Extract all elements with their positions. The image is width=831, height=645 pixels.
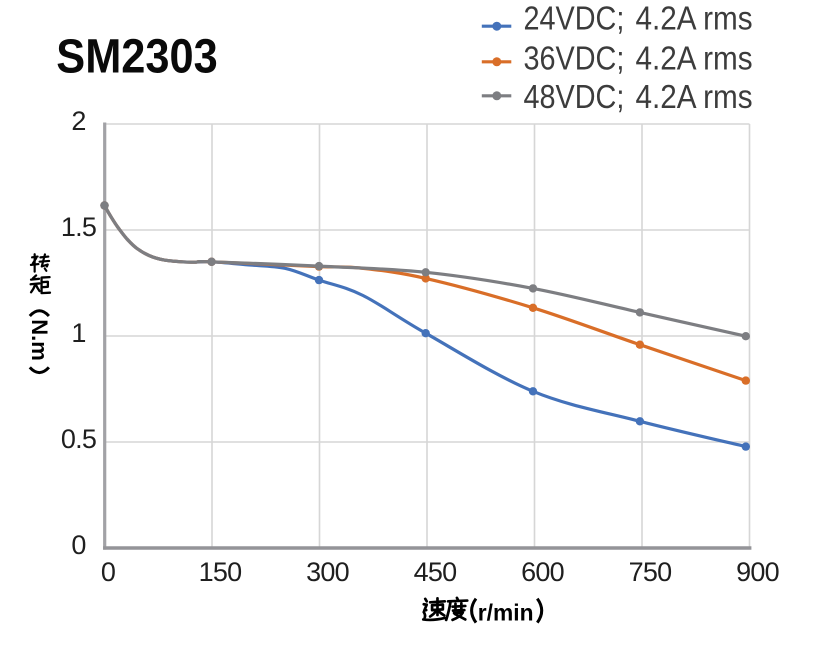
svg-text:750: 750 <box>629 557 672 587</box>
svg-text:24VDC;: 24VDC; <box>524 0 625 37</box>
svg-text:4.2A rms: 4.2A rms <box>636 0 753 37</box>
svg-text:4.2A rms: 4.2A rms <box>636 40 753 77</box>
svg-text:r/min: r/min <box>478 599 534 625</box>
svg-text:4.2A rms: 4.2A rms <box>636 79 753 116</box>
svg-text:2: 2 <box>71 106 85 136</box>
svg-text:0.5: 0.5 <box>61 424 96 454</box>
svg-text:0: 0 <box>71 530 85 560</box>
svg-text:36VDC;: 36VDC; <box>524 39 625 76</box>
svg-text:150: 150 <box>199 557 242 587</box>
svg-text:600: 600 <box>521 557 564 587</box>
svg-text:N.m: N.m <box>27 319 52 361</box>
svg-text:48VDC;: 48VDC; <box>524 78 625 115</box>
svg-text:450: 450 <box>414 557 457 587</box>
svg-text:0: 0 <box>101 557 115 587</box>
svg-text:1.5: 1.5 <box>61 212 96 242</box>
svg-text:300: 300 <box>306 557 349 587</box>
svg-text:1: 1 <box>71 318 85 348</box>
svg-text:SM2303: SM2303 <box>56 30 217 84</box>
svg-text:900: 900 <box>736 557 779 587</box>
